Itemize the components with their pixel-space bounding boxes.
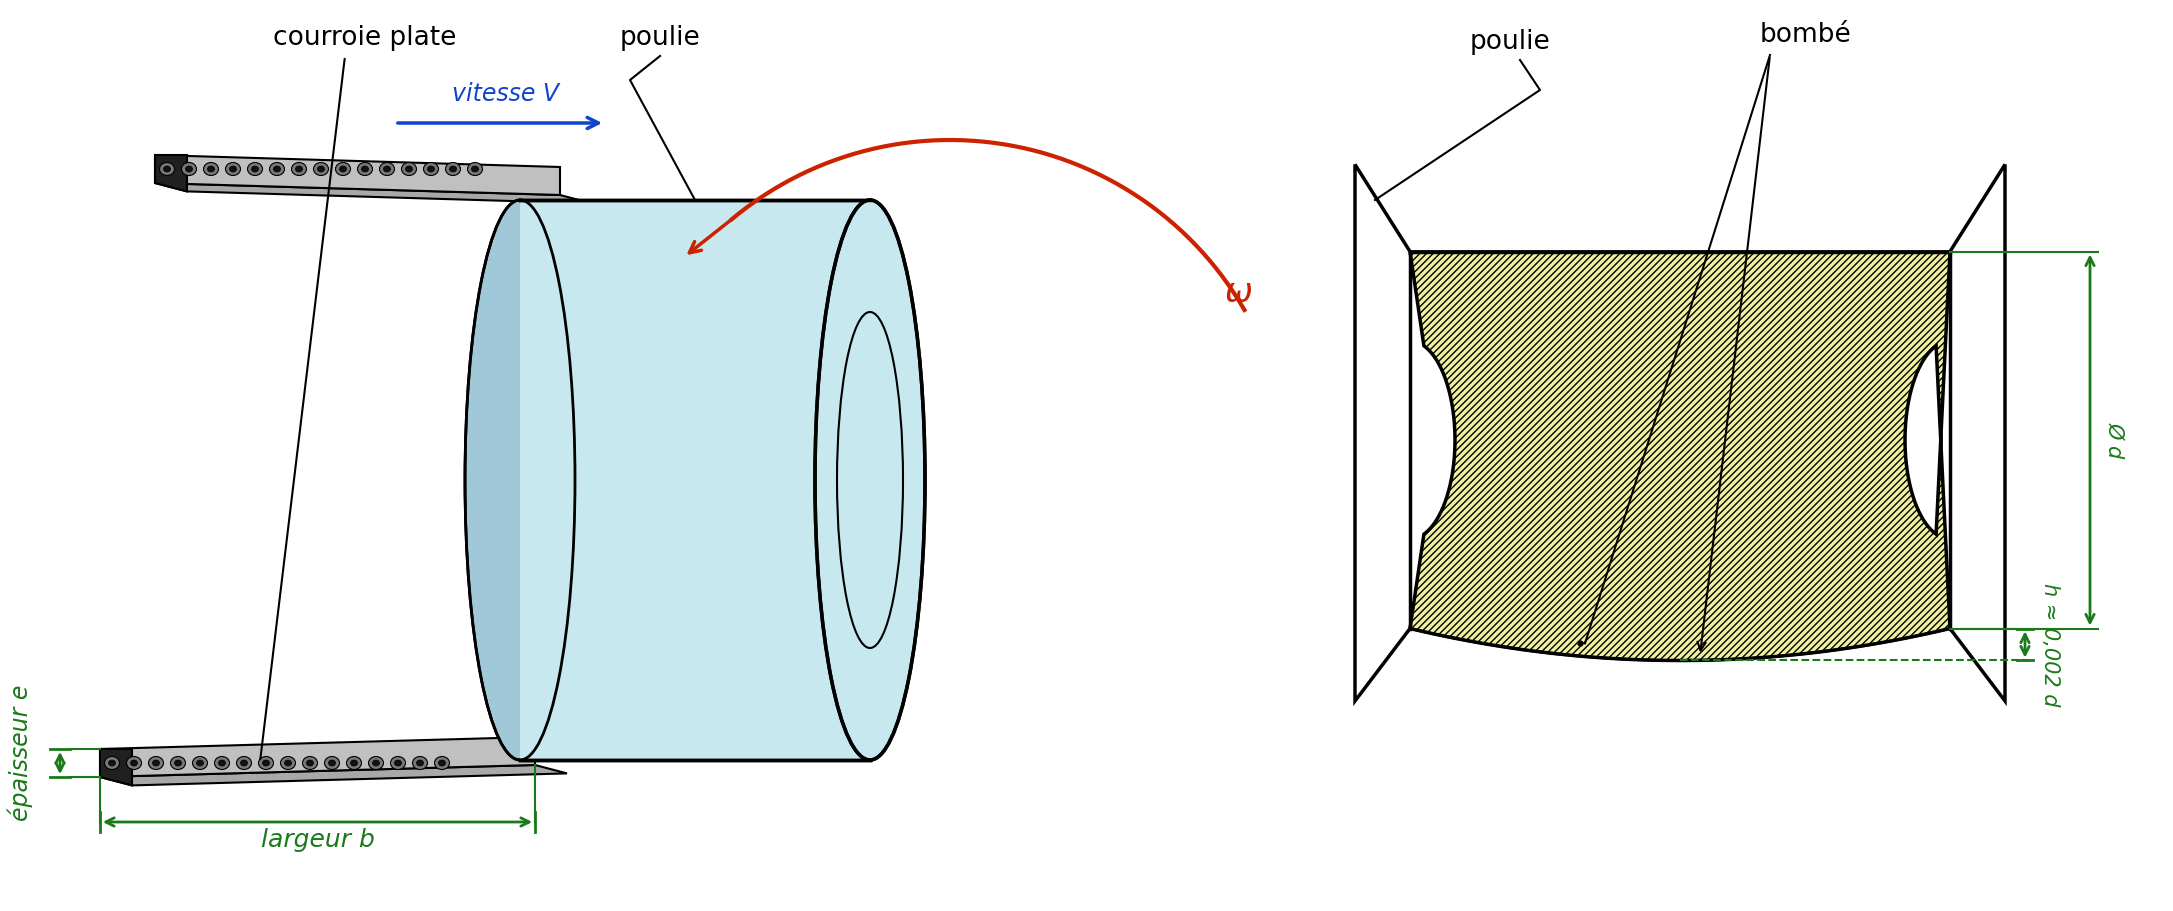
Polygon shape [1906, 165, 2006, 701]
Ellipse shape [152, 760, 159, 766]
Ellipse shape [413, 756, 428, 770]
Ellipse shape [285, 760, 291, 766]
Ellipse shape [248, 162, 263, 176]
Ellipse shape [439, 760, 445, 766]
Ellipse shape [815, 200, 926, 760]
Ellipse shape [263, 760, 269, 766]
Polygon shape [1356, 165, 1456, 701]
Ellipse shape [382, 166, 391, 172]
Ellipse shape [359, 162, 372, 176]
Ellipse shape [274, 166, 280, 172]
Ellipse shape [837, 312, 904, 648]
Ellipse shape [130, 760, 137, 766]
Polygon shape [154, 155, 561, 195]
Polygon shape [1410, 251, 1949, 660]
Ellipse shape [402, 162, 417, 176]
Ellipse shape [850, 374, 891, 587]
Ellipse shape [109, 760, 115, 766]
Ellipse shape [465, 200, 576, 760]
Ellipse shape [472, 166, 478, 172]
Text: ω: ω [1226, 277, 1254, 310]
Polygon shape [100, 765, 567, 785]
Ellipse shape [306, 760, 313, 766]
Ellipse shape [317, 166, 324, 172]
Ellipse shape [372, 760, 380, 766]
Polygon shape [100, 749, 133, 785]
Ellipse shape [163, 166, 169, 172]
Ellipse shape [865, 452, 876, 508]
Ellipse shape [252, 166, 259, 172]
Ellipse shape [324, 756, 339, 770]
Ellipse shape [206, 166, 215, 172]
Ellipse shape [226, 162, 241, 176]
Polygon shape [154, 155, 187, 191]
Ellipse shape [169, 756, 185, 770]
Ellipse shape [391, 756, 406, 770]
Text: bombé: bombé [1760, 22, 1851, 48]
Ellipse shape [104, 756, 120, 770]
Ellipse shape [328, 760, 335, 766]
Ellipse shape [335, 162, 350, 176]
Text: largeur b: largeur b [261, 828, 374, 852]
Ellipse shape [395, 760, 402, 766]
Ellipse shape [185, 166, 193, 172]
Ellipse shape [148, 756, 163, 770]
Ellipse shape [417, 760, 424, 766]
Polygon shape [154, 183, 591, 203]
Ellipse shape [259, 756, 274, 770]
Ellipse shape [269, 162, 285, 176]
Ellipse shape [380, 162, 395, 176]
Ellipse shape [196, 760, 204, 766]
Ellipse shape [858, 418, 882, 542]
Ellipse shape [237, 756, 252, 770]
Ellipse shape [350, 760, 359, 766]
Ellipse shape [467, 162, 482, 176]
Ellipse shape [280, 756, 296, 770]
Ellipse shape [174, 760, 183, 766]
Ellipse shape [193, 756, 206, 770]
Ellipse shape [302, 756, 317, 770]
Ellipse shape [126, 756, 141, 770]
Ellipse shape [204, 162, 219, 176]
Ellipse shape [339, 166, 346, 172]
Ellipse shape [361, 166, 369, 172]
Text: Ø d: Ø d [2106, 422, 2125, 458]
Text: courroie plate: courroie plate [274, 25, 456, 51]
Polygon shape [100, 737, 535, 777]
Text: épaisseur e: épaisseur e [7, 685, 33, 821]
Text: poulie: poulie [1469, 29, 1549, 55]
Polygon shape [519, 200, 869, 760]
Ellipse shape [346, 756, 361, 770]
Ellipse shape [291, 162, 306, 176]
Ellipse shape [369, 756, 382, 770]
Ellipse shape [159, 162, 174, 176]
Ellipse shape [296, 166, 302, 172]
Ellipse shape [428, 166, 435, 172]
Ellipse shape [424, 162, 439, 176]
Ellipse shape [183, 162, 196, 176]
Ellipse shape [313, 162, 328, 176]
Ellipse shape [215, 756, 230, 770]
Ellipse shape [435, 756, 450, 770]
Ellipse shape [445, 162, 461, 176]
Ellipse shape [241, 760, 248, 766]
Text: h ≈ 0,002 d: h ≈ 0,002 d [2040, 583, 2060, 706]
Ellipse shape [406, 166, 413, 172]
Text: vitesse V: vitesse V [452, 82, 558, 106]
Ellipse shape [219, 760, 226, 766]
Ellipse shape [230, 166, 237, 172]
Ellipse shape [450, 166, 456, 172]
Text: poulie: poulie [619, 25, 700, 51]
